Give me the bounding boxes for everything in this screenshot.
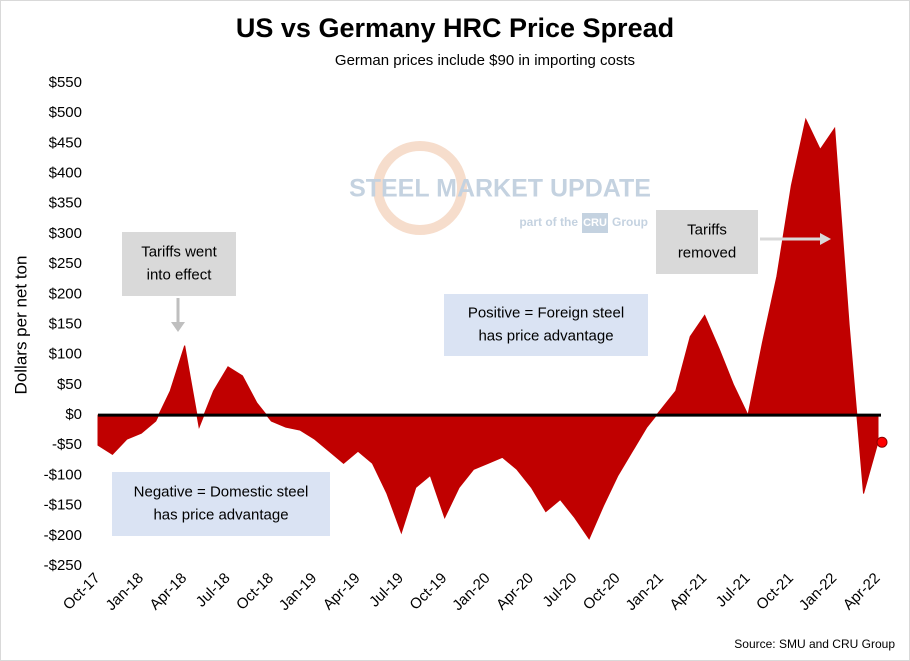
annotation-text: has price advantage (478, 327, 613, 344)
latest-point (876, 436, 888, 448)
annotation-text: Tariffs went (141, 243, 217, 260)
annotation-text: Positive = Foreign steel (468, 304, 624, 321)
y-tick-label: $450 (49, 134, 82, 151)
y-tick-label: $100 (49, 346, 82, 363)
watermark: STEEL MARKET UPDATE part of the CRU Grou… (349, 141, 651, 235)
y-tick-label: -$50 (52, 436, 82, 453)
y-tick-label: $350 (49, 195, 82, 212)
watermark-group: Group (612, 215, 648, 229)
y-axis-label: Dollars per net ton (11, 256, 30, 395)
source: Source: SMU and CRU Group (734, 637, 895, 651)
area (97, 117, 879, 540)
annotation-text: into effect (147, 266, 213, 283)
y-tick-label: $150 (49, 315, 82, 332)
annotation-text: has price advantage (153, 506, 288, 523)
y-tick-label: $250 (49, 255, 82, 272)
y-tick-label: $200 (49, 285, 82, 302)
annotation-text: removed (678, 244, 736, 261)
y-tick-label: -$100 (44, 466, 82, 483)
watermark-group-logo: CRU (583, 217, 607, 229)
annotation-box (112, 472, 330, 536)
annotation-text: Negative = Domestic steel (134, 483, 309, 500)
annotation-box (656, 210, 758, 274)
y-tick-label: $0 (65, 406, 82, 423)
y-tick-label: $500 (49, 104, 82, 121)
arrow-head (171, 322, 185, 332)
annotation-box (444, 294, 648, 356)
annotation-box (122, 232, 236, 296)
watermark-box (582, 213, 608, 233)
arrow-head (820, 233, 831, 245)
watermark-tagline: part of the (519, 215, 578, 229)
chart-title: US vs Germany HRC Price Spread (236, 13, 674, 43)
watermark-logo (373, 141, 467, 235)
y-tick-label: -$150 (44, 497, 82, 514)
annotation-text: Tariffs (687, 221, 727, 238)
y-tick-label: -$200 (44, 527, 82, 544)
watermark-brand: STEEL MARKET UPDATE (349, 175, 651, 203)
y-tick-label: $300 (49, 225, 82, 242)
y-tick-label: -$250 (44, 557, 82, 574)
y-tick-label: $400 (49, 165, 82, 182)
chart-subtitle: German prices include $90 in importing c… (335, 52, 635, 69)
y-tick-label: $550 (49, 74, 82, 91)
y-tick-label: $50 (57, 376, 82, 393)
